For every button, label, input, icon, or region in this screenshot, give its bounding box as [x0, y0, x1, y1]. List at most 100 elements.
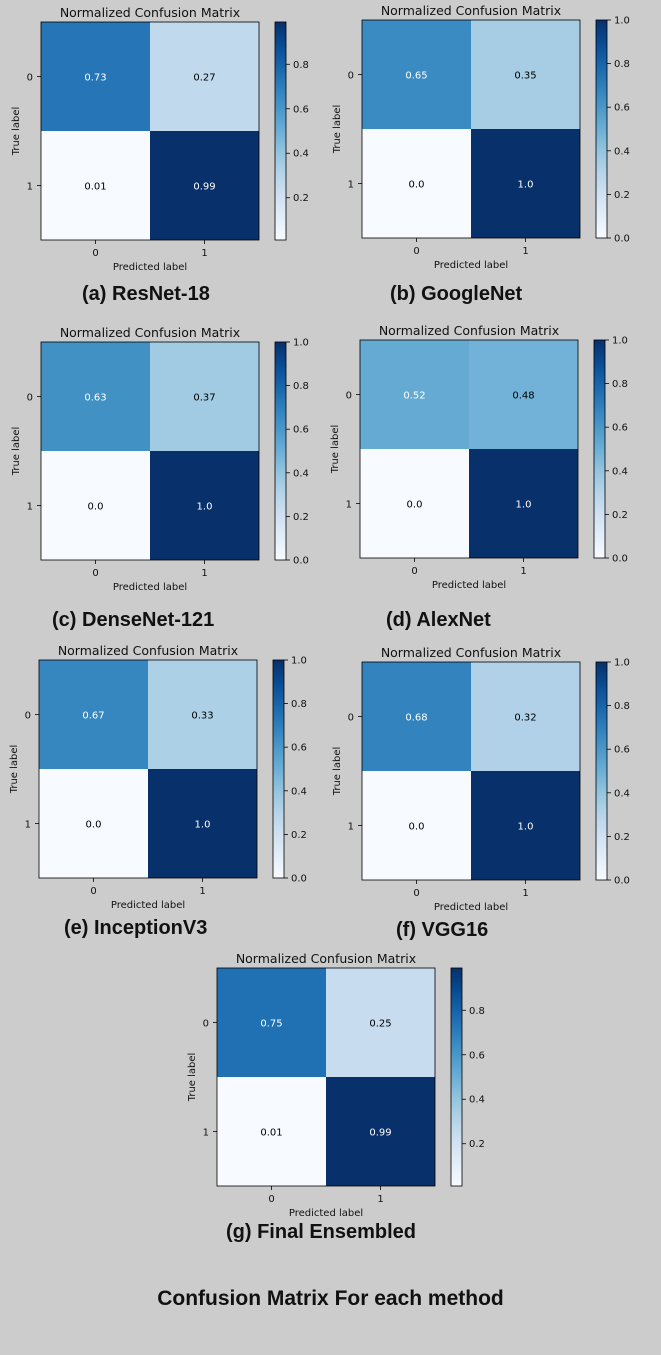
x-axis-label: Predicted label	[434, 902, 508, 913]
cell-value-1-0: 0.01	[260, 1128, 282, 1139]
matrix-panel-vgg16: Normalized Confusion Matrix 0.68 0.32 0.0 1.…	[321, 642, 641, 942]
colorbar	[274, 21, 287, 241]
matrix-cell-1-1	[150, 131, 259, 240]
caption-densenet121: (c) DenseNet-121	[52, 609, 215, 631]
colorbar	[272, 659, 285, 879]
confusion-matrix-densenet121: Normalized Confusion Matrix 0.63 0.37 0.0 1.…	[11, 325, 309, 593]
cell-value-0-0: 0.68	[405, 713, 427, 724]
matrix-cell-1-1	[469, 449, 578, 558]
x-tick-label-0: 0	[90, 886, 96, 897]
matrix-panel-googlenet: Normalized Confusion Matrix 0.65 0.35 0.0 1.…	[321, 0, 641, 305]
colorbar-tick-label-4: 0.8	[291, 699, 307, 710]
x-axis-label: Predicted label	[434, 260, 508, 271]
cell-value-0-1: 0.32	[514, 713, 536, 724]
x-tick-label-0: 0	[411, 566, 417, 577]
colorbar-tick-label-3: 0.6	[612, 423, 628, 434]
y-axis-label: True label	[9, 745, 20, 795]
colorbar-tick-label-2: 0.6	[469, 1050, 485, 1061]
colorbar-tick-label-2: 0.4	[614, 146, 630, 157]
matrix-cell-0-1	[150, 22, 259, 131]
cell-value-0-1: 0.35	[514, 71, 536, 82]
cell-value-0-0: 0.73	[84, 73, 106, 84]
colorbar-tick-label-3: 0.8	[469, 1006, 485, 1017]
colorbar-tick-label-5: 1.0	[614, 658, 630, 669]
figure-title: Confusion Matrix For each method	[157, 1287, 504, 1310]
matrix-cell-0-1	[150, 342, 259, 451]
colorbar-tick-label-3: 0.6	[614, 745, 630, 756]
y-tick-label-0: 0	[27, 393, 33, 404]
x-tick-label-1: 1	[377, 1194, 383, 1205]
y-axis-label: True label	[187, 1053, 198, 1103]
plot-frame	[216, 967, 436, 1187]
matrix-title: Normalized Confusion Matrix	[58, 643, 238, 658]
x-tick-label-1: 1	[522, 246, 528, 257]
cell-value-1-1: 1.0	[516, 500, 532, 511]
matrix-title: Normalized Confusion Matrix	[236, 951, 416, 966]
matrix-panel-inceptionv3: Normalized Confusion Matrix 0.67 0.33 0.0 1.…	[0, 640, 318, 940]
x-axis-label: Predicted label	[113, 262, 187, 273]
cell-value-1-1: 0.99	[369, 1128, 391, 1139]
confusion-matrix-resnet18: Normalized Confusion Matrix 0.73 0.27 0.01 0…	[11, 5, 309, 273]
colorbar-tick-label-4: 0.8	[293, 381, 309, 392]
cell-value-0-0: 0.67	[82, 711, 104, 722]
colorbar-tick-label-2: 0.4	[291, 786, 307, 797]
cell-value-1-0: 0.0	[409, 180, 425, 191]
cell-value-0-0: 0.65	[405, 71, 427, 82]
y-tick-label-0: 0	[203, 1019, 209, 1030]
x-tick-label-1: 1	[199, 886, 205, 897]
colorbar	[595, 19, 608, 239]
matrix-title: Normalized Confusion Matrix	[379, 323, 559, 338]
matrix-cell-0-0	[360, 340, 469, 449]
colorbar-tick-label-1: 0.2	[293, 512, 309, 523]
matrix-cell-1-1	[326, 1077, 435, 1186]
colorbar-tick-label-2: 0.4	[614, 788, 630, 799]
y-tick-label-1: 1	[27, 502, 33, 513]
y-tick-label-0: 0	[346, 391, 352, 402]
plot-frame	[361, 19, 581, 239]
matrix-cell-0-1	[471, 20, 580, 129]
colorbar-tick-label-3: 0.6	[293, 425, 309, 436]
matrix-panel-final-ensembled: Normalized Confusion Matrix 0.75 0.25 0.01 0…	[176, 948, 496, 1248]
colorbar-tick-label-2: 0.6	[293, 104, 309, 115]
matrix-cell-0-0	[362, 20, 471, 129]
matrix-cell-1-0	[362, 129, 471, 238]
matrix-title: Normalized Confusion Matrix	[60, 5, 240, 20]
cell-value-1-1: 1.0	[518, 822, 534, 833]
cell-value-1-0: 0.0	[407, 500, 423, 511]
confusion-matrix-final-ensembled: Normalized Confusion Matrix 0.75 0.25 0.01 0…	[187, 951, 485, 1219]
caption-alexnet: (d) AlexNet	[386, 609, 491, 631]
y-axis-label: True label	[11, 107, 22, 157]
cell-value-1-1: 0.99	[193, 182, 215, 193]
matrix-cell-0-0	[39, 660, 148, 769]
plot-frame	[38, 659, 258, 879]
confusion-matrix-vgg16: Normalized Confusion Matrix 0.68 0.32 0.0 1.…	[332, 645, 630, 913]
matrix-panel-resnet18: Normalized Confusion Matrix 0.73 0.27 0.01 0…	[0, 2, 320, 305]
y-tick-label-1: 1	[25, 820, 31, 831]
x-tick-label-1: 1	[522, 888, 528, 899]
matrix-cell-1-1	[471, 771, 580, 880]
matrix-cell-1-0	[360, 449, 469, 558]
x-axis-label: Predicted label	[111, 900, 185, 911]
colorbar	[450, 967, 463, 1187]
colorbar-tick-label-1: 0.2	[291, 830, 307, 841]
plot-frame	[40, 21, 260, 241]
caption-googlenet: (b) GoogleNet	[390, 283, 523, 305]
cell-value-0-1: 0.25	[369, 1019, 391, 1030]
cell-value-1-0: 0.0	[86, 820, 102, 831]
matrix-title: Normalized Confusion Matrix	[60, 325, 240, 340]
colorbar-tick-label-0: 0.2	[469, 1139, 485, 1150]
matrix-cell-1-0	[41, 451, 150, 560]
cell-value-0-0: 0.75	[260, 1019, 282, 1030]
colorbar-tick-label-0: 0.0	[612, 554, 628, 565]
colorbar-tick-label-0: 0.2	[293, 193, 309, 204]
matrix-title: Normalized Confusion Matrix	[381, 645, 561, 660]
matrix-cell-1-1	[471, 129, 580, 238]
cell-value-0-1: 0.27	[193, 73, 215, 84]
y-axis-label: True label	[330, 425, 341, 475]
matrix-cell-0-0	[217, 968, 326, 1077]
colorbar-tick-label-3: 0.6	[614, 103, 630, 114]
cell-value-1-0: 0.0	[409, 822, 425, 833]
confusion-matrix-googlenet: Normalized Confusion Matrix 0.65 0.35 0.0 1.…	[332, 3, 630, 271]
colorbar-tick-label-2: 0.4	[612, 466, 628, 477]
colorbar-tick-label-1: 0.2	[612, 510, 628, 521]
